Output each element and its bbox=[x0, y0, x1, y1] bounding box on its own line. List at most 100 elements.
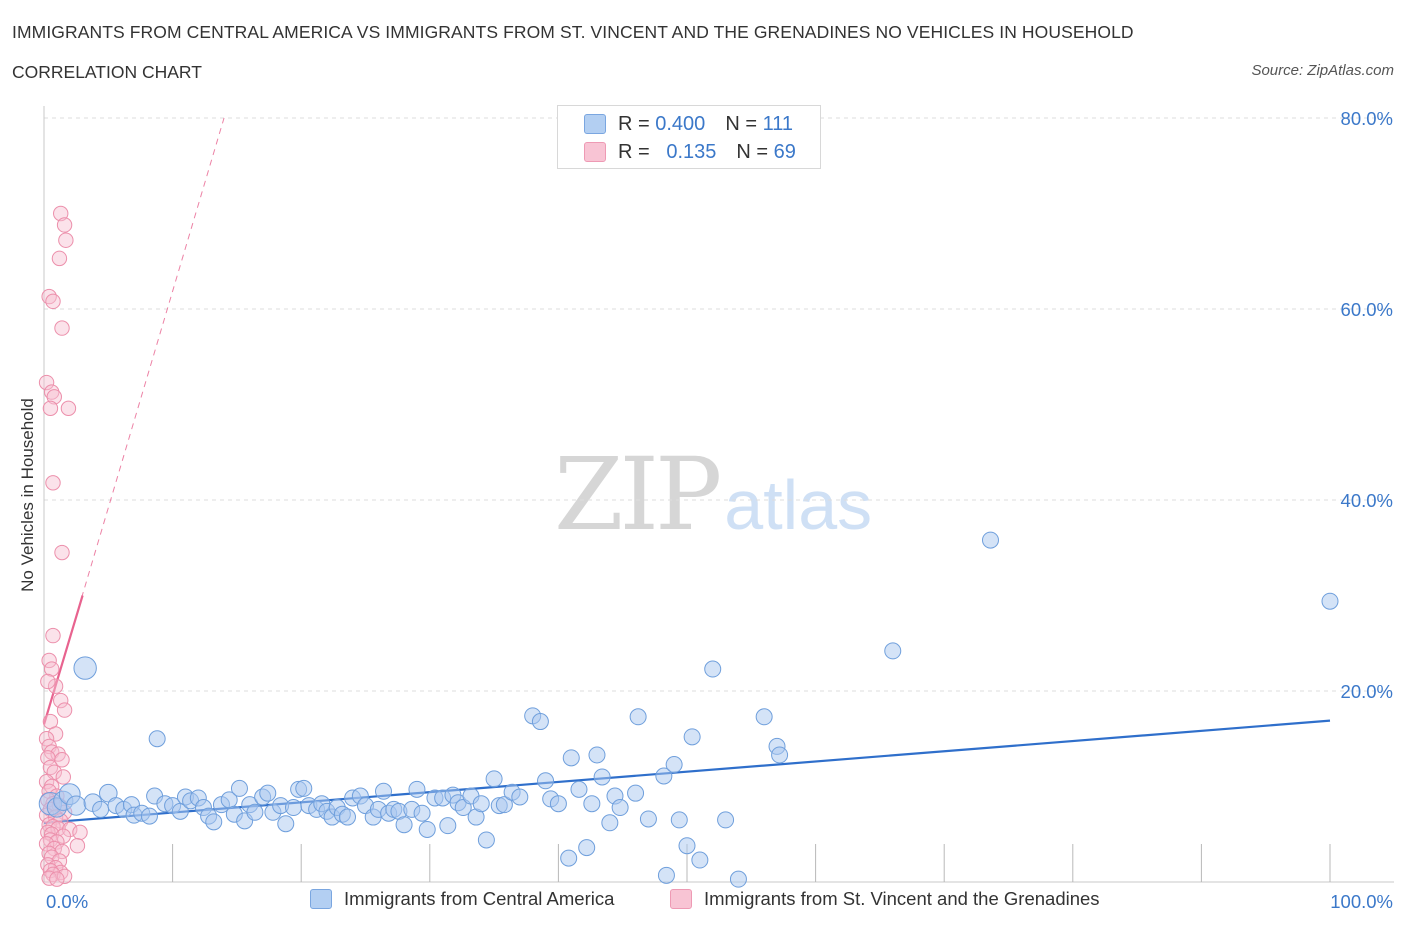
data-point-blue bbox=[683, 728, 701, 746]
data-point-blue bbox=[395, 816, 413, 834]
data-point-blue bbox=[205, 813, 223, 831]
data-point-blue bbox=[578, 839, 596, 857]
data-point-pink bbox=[51, 250, 68, 267]
data-point-blue bbox=[588, 746, 606, 764]
data-point-blue bbox=[495, 796, 513, 814]
chart-subtitle: CORRELATION CHART bbox=[12, 62, 202, 82]
data-point-pink bbox=[69, 838, 86, 854]
data-point-blue bbox=[92, 800, 110, 818]
legend-item-st-vincent: Immigrants from St. Vincent and the Gren… bbox=[670, 888, 1100, 910]
data-point-pink bbox=[47, 726, 64, 742]
legend-label: Immigrants from Central America bbox=[344, 888, 615, 909]
series-blue-points bbox=[38, 531, 1339, 888]
data-point-blue bbox=[570, 780, 588, 798]
data-point-blue bbox=[277, 815, 295, 833]
data-point-pink bbox=[46, 389, 62, 405]
data-point-pink bbox=[47, 678, 64, 694]
data-point-pink bbox=[45, 475, 61, 491]
data-point-blue bbox=[691, 851, 709, 869]
tick-labels: 20.0% 40.0% 60.0% 80.0% 0.0% 100.0% bbox=[46, 108, 1393, 912]
data-point-pink bbox=[44, 384, 60, 400]
data-point-pink bbox=[55, 769, 71, 785]
data-point-pink bbox=[41, 652, 57, 669]
n-label: N = bbox=[736, 140, 769, 163]
data-point-pink bbox=[54, 320, 70, 336]
data-point-blue bbox=[627, 784, 645, 802]
data-point-pink bbox=[53, 692, 69, 709]
y-tick-label: 40.0% bbox=[1341, 490, 1393, 511]
grid-lines bbox=[44, 117, 1394, 692]
data-point-blue bbox=[549, 795, 567, 813]
watermark-zip: ZIP bbox=[554, 436, 722, 553]
stats-legend: R = 0.400 N = 111 R = 0.135 N = 69 bbox=[557, 105, 821, 169]
data-point-blue bbox=[531, 713, 549, 731]
data-point-blue bbox=[601, 814, 619, 832]
data-point-blue bbox=[408, 780, 426, 798]
data-point-pink bbox=[49, 871, 65, 887]
y-tick-label: 80.0% bbox=[1341, 108, 1393, 129]
data-point-blue bbox=[560, 849, 578, 867]
y-axis-label: No Vehicles in Household bbox=[18, 398, 37, 592]
y-tick-label: 20.0% bbox=[1341, 681, 1393, 702]
x-tick-label: 0.0% bbox=[46, 891, 88, 912]
data-point-blue bbox=[771, 746, 789, 764]
data-point-blue bbox=[472, 795, 490, 813]
stats-legend-row-blue: R = 0.400 N = 111 bbox=[584, 112, 793, 136]
watermark: ZIPatlas bbox=[554, 436, 872, 553]
data-point-blue bbox=[537, 772, 555, 790]
data-point-blue bbox=[670, 811, 688, 829]
r-label: R = bbox=[618, 140, 650, 163]
data-point-blue bbox=[562, 749, 580, 767]
trend-lines bbox=[42, 117, 1331, 824]
data-point-blue bbox=[230, 779, 248, 797]
data-point-pink bbox=[56, 217, 73, 233]
r-value: 0.135 bbox=[666, 140, 717, 163]
legend-swatch-pink bbox=[670, 889, 692, 909]
data-point-blue bbox=[140, 807, 158, 825]
data-point-blue bbox=[657, 866, 675, 884]
data-point-blue bbox=[66, 795, 87, 816]
data-point-blue bbox=[755, 708, 773, 726]
series-pink-points bbox=[38, 205, 88, 887]
data-point-pink bbox=[45, 627, 61, 644]
r-value: 0.400 bbox=[655, 112, 706, 135]
data-point-pink bbox=[38, 374, 55, 391]
data-point-pink bbox=[53, 205, 69, 222]
legend-swatch-blue bbox=[310, 889, 332, 909]
legend-label: Immigrants from St. Vincent and the Gren… bbox=[704, 888, 1100, 909]
data-point-blue bbox=[99, 783, 118, 803]
data-point-blue bbox=[511, 788, 529, 806]
data-point-pink bbox=[40, 673, 56, 690]
legend-item-central-america: Immigrants from Central America bbox=[310, 888, 614, 910]
data-point-blue bbox=[678, 837, 696, 855]
n-value: 111 bbox=[762, 112, 793, 135]
data-point-blue bbox=[884, 642, 902, 660]
legend-swatch-blue bbox=[584, 114, 606, 134]
watermark-atlas: atlas bbox=[724, 466, 873, 544]
data-point-blue bbox=[73, 656, 97, 680]
n-value: 69 bbox=[773, 140, 796, 163]
data-point-blue bbox=[593, 768, 611, 786]
data-point-pink bbox=[72, 824, 88, 841]
r-label: R = bbox=[618, 112, 650, 135]
legend-swatch-pink bbox=[584, 142, 606, 162]
data-point-pink bbox=[44, 661, 60, 677]
data-point-pink bbox=[42, 400, 59, 417]
data-point-pink bbox=[50, 820, 66, 837]
stats-legend-row-pink: R = 0.135 N = 69 bbox=[584, 140, 796, 164]
data-point-blue bbox=[418, 820, 436, 838]
data-point-blue bbox=[284, 799, 302, 817]
data-point-blue bbox=[485, 770, 503, 788]
data-point-blue bbox=[665, 756, 683, 774]
data-point-pink bbox=[38, 836, 55, 852]
axes bbox=[43, 106, 1394, 883]
data-point-blue bbox=[246, 803, 264, 821]
chart-title: IMMIGRANTS FROM CENTRAL AMERICA VS IMMIG… bbox=[12, 22, 1134, 42]
trend-line-pink bbox=[42, 595, 84, 725]
data-point-pink bbox=[54, 752, 70, 768]
data-point-blue bbox=[611, 799, 629, 817]
source-label: Source: ZipAtlas.com bbox=[1251, 62, 1394, 79]
data-point-blue bbox=[295, 779, 313, 797]
data-point-pink bbox=[45, 293, 61, 310]
data-point-pink bbox=[56, 702, 73, 718]
